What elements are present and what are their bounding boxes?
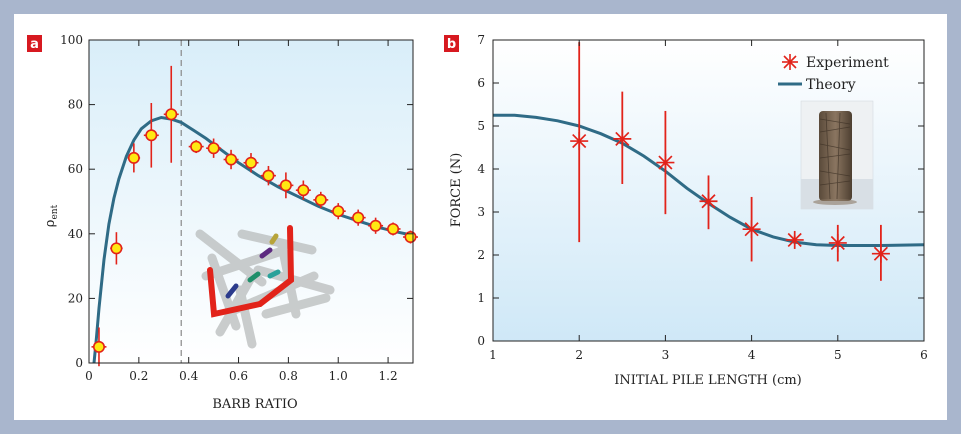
data-point-a bbox=[332, 205, 345, 218]
data-point-a bbox=[314, 193, 327, 206]
data-point-a bbox=[190, 140, 203, 153]
panel-a-label-box bbox=[27, 35, 42, 52]
legend-experiment-label: Experiment bbox=[806, 55, 889, 71]
asterisk-stroke bbox=[787, 232, 802, 248]
asterisk-stroke bbox=[744, 222, 759, 237]
data-point-a bbox=[225, 153, 238, 166]
data-point-a bbox=[145, 129, 158, 142]
asterisk-stroke bbox=[658, 155, 673, 170]
data-point-a bbox=[245, 156, 258, 169]
panel-a-plot-area bbox=[89, 40, 413, 363]
x-tick-label-b: 3 bbox=[662, 348, 670, 362]
x-tick-label-a: 1.2 bbox=[379, 369, 398, 383]
panel-a-ticks: 0 0.2 0.4 0.6 0.8 1.0 1.2 0 20 40 60 80 100 bbox=[60, 33, 413, 383]
x-tick-label-b: 5 bbox=[834, 348, 842, 362]
y-tick-label-a: 40 bbox=[68, 227, 83, 241]
experiment-points bbox=[570, 42, 890, 281]
y-tick-label-b: 5 bbox=[477, 119, 485, 133]
data-point-a bbox=[165, 108, 178, 121]
x-tick-label-a: 1.0 bbox=[329, 369, 348, 383]
figure-frame: 0 0.2 0.4 0.6 0.8 1.0 1.2 0 20 40 60 80 100 BARB RAT… bbox=[14, 14, 947, 420]
y-tick-label-b: 6 bbox=[477, 76, 485, 90]
y-tick-label-b: 7 bbox=[477, 33, 485, 47]
experiment-point bbox=[699, 192, 718, 211]
y-tick-label-b: 4 bbox=[477, 162, 485, 176]
experiment-point bbox=[656, 153, 675, 172]
panel-a-axes-frame bbox=[88, 39, 414, 364]
panel-a-label: a bbox=[30, 37, 39, 52]
data-point-a bbox=[127, 151, 140, 164]
asterisk-stroke bbox=[701, 194, 716, 209]
experiment-point bbox=[742, 220, 761, 239]
x-tick-label-b: 2 bbox=[575, 348, 583, 362]
experiment-point bbox=[570, 132, 589, 151]
asterisk-stroke bbox=[615, 131, 630, 146]
panel-a-ylabel-rho: ρ bbox=[43, 220, 58, 228]
legend-theory-label: Theory bbox=[806, 77, 856, 93]
data-points-a bbox=[91, 65, 418, 367]
x-tick-label-b: 6 bbox=[920, 348, 928, 362]
y-tick-label-a: 60 bbox=[68, 162, 83, 176]
data-point-a bbox=[387, 222, 400, 235]
y-tick-label-b: 2 bbox=[477, 248, 485, 262]
legend-experiment-marker bbox=[782, 54, 798, 70]
x-tick-label-a: 0 bbox=[85, 369, 93, 383]
data-point-a bbox=[279, 179, 292, 192]
y-tick-label-a: 80 bbox=[68, 98, 83, 112]
barbed-rods-illustration bbox=[195, 225, 335, 349]
y-tick-label-b: 0 bbox=[477, 334, 485, 348]
data-point-a bbox=[262, 169, 275, 182]
y-tick-label-b: 3 bbox=[477, 205, 485, 219]
panel-b-xlabel: INITIAL PILE LENGTH (cm) bbox=[614, 373, 802, 388]
experiment-point bbox=[785, 230, 804, 249]
panel-b-label-box bbox=[444, 35, 459, 52]
panel-b-label: b bbox=[447, 37, 456, 52]
panel-a-ylabel: ρent bbox=[43, 204, 60, 227]
y-tick-label-b: 1 bbox=[477, 291, 485, 305]
y-tick-label-a: 100 bbox=[60, 33, 83, 47]
x-tick-label-a: 0.4 bbox=[179, 369, 198, 383]
y-tick-label-a: 20 bbox=[68, 291, 83, 305]
asterisk-stroke bbox=[572, 133, 587, 149]
panel-b-ylabel: FORCE (N) bbox=[449, 153, 464, 228]
panel-a-ylabel-sub: ent bbox=[50, 204, 60, 219]
data-point-a bbox=[110, 242, 123, 255]
data-point-a bbox=[369, 219, 382, 232]
data-point-a bbox=[297, 184, 310, 197]
x-tick-label-b: 1 bbox=[489, 348, 497, 362]
data-point-a bbox=[352, 211, 365, 224]
experiment-point bbox=[613, 129, 632, 148]
x-tick-label-a: 0.8 bbox=[279, 369, 298, 383]
data-point-a bbox=[207, 142, 220, 155]
pile-photo bbox=[800, 100, 874, 210]
panel-b-axes-frame bbox=[492, 39, 925, 342]
legend: Experiment Theory bbox=[778, 54, 889, 93]
panel-a-xlabel: BARB RATIO bbox=[212, 397, 297, 412]
panel-a: 0 0.2 0.4 0.6 0.8 1.0 1.2 0 20 40 60 80 100 BARB RAT… bbox=[27, 33, 418, 412]
y-tick-label-a: 0 bbox=[75, 356, 83, 370]
experiment-point bbox=[828, 233, 847, 252]
asterisk-stroke bbox=[830, 235, 845, 251]
x-tick-label-b: 4 bbox=[748, 348, 756, 362]
x-tick-label-a: 0.6 bbox=[229, 369, 248, 383]
asterisk-stroke bbox=[873, 246, 888, 261]
data-point-a bbox=[92, 340, 105, 353]
x-tick-label-a: 0.2 bbox=[129, 369, 148, 383]
experiment-point bbox=[871, 244, 890, 263]
